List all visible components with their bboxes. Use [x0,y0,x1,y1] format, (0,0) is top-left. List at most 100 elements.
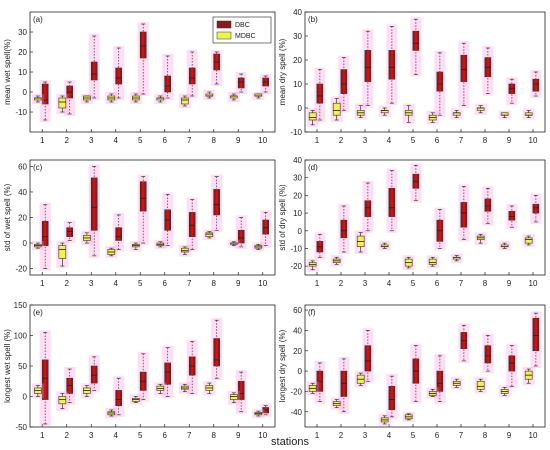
mdbc-box-station-2 [56,391,69,411]
x-tick-label: 7 [459,431,464,440]
box-inner-bar [462,202,466,228]
dbc-box-station-2 [64,367,76,405]
box-inner-bar [486,198,490,212]
x-tick-label: 1 [315,136,320,145]
x-tick-label: 10 [529,279,538,288]
y-tick-label: 20 [293,56,302,65]
mdbc-box-station-5 [402,255,415,270]
y-axis-label: mean wet spell(%) [3,39,12,105]
mdbc-box-station-4 [105,407,118,419]
box-inner-bar [190,212,194,237]
mdbc-box-station-3 [80,230,93,246]
legend-swatch [216,20,232,29]
y-tick-label: 40 [293,326,302,335]
x-tick-label: 5 [411,279,416,288]
mdbc-box-station-10 [252,92,265,100]
y-tick-label: 40 [293,8,302,17]
box-iqr [428,258,437,265]
dbc-box-station-6 [434,207,446,251]
panel-4: -20 -10 0 10 20 30 40 1 2 3 4 5 6 7 8 9 10 (d) std of dry … [278,156,546,288]
dbc-box-station-5 [137,351,149,402]
dbc-box-station-1 [314,67,326,122]
dbc-box-station-2 [338,55,350,113]
x-tick-label: 4 [387,431,392,440]
dbc-box-station-5 [410,343,422,404]
x-tick-label: 4 [114,279,119,288]
box-inner-bar [510,211,514,221]
shared-x-axis-label: stations [271,436,309,448]
mdbc-box-station-5 [402,103,415,125]
dbc-box-station-5 [410,17,422,77]
y-tick-label: 100 [14,332,28,341]
x-tick-label: 6 [435,279,440,288]
mdbc-box-station-8 [474,232,487,246]
x-tick-label: 5 [411,136,416,145]
box-inner-bar [190,68,194,84]
mdbc-box-station-2 [56,94,69,114]
dbc-box-station-3 [88,34,100,100]
y-tick-label: -20 [15,265,27,274]
y-axis-label: longest dry spell (%) [278,329,287,402]
x-tick-label: 2 [339,431,344,440]
y-axis-label: std of wet spell (%) [3,183,12,251]
x-tick-label: 4 [387,279,392,288]
mdbc-box-station-7 [178,382,191,394]
y-tick-label: 0 [298,227,303,236]
mdbc-box-station-1 [31,94,44,104]
x-tick-label: 2 [65,136,70,145]
mdbc-box-station-7 [450,108,463,120]
dbc-box-station-1 [39,202,51,271]
y-axis-label: std of dry spell (%) [278,184,287,251]
dbc-box-station-9 [506,204,518,230]
mdbc-box-station-8 [474,103,487,115]
y-tick-label: 30 [18,28,27,37]
y-tick-label: 30 [293,32,302,41]
x-tick-label: 6 [163,279,168,288]
dbc-box-station-7 [186,197,198,252]
mdbc-box-station-6 [426,387,439,399]
x-tick-label: 7 [187,279,192,288]
dbc-box-station-3 [362,29,374,108]
panel-label: (f) [308,308,316,317]
y-tick-label: -40 [290,408,302,417]
x-tick-label: 7 [187,136,192,145]
mdbc-box-station-7 [450,377,463,390]
dbc-box-station-7 [186,50,198,98]
mdbc-box-station-1 [306,108,319,127]
x-tick-label: 8 [212,279,217,288]
dbc-box-station-10 [260,403,272,417]
y-tick-label: -20 [290,262,302,271]
plot-area [304,159,546,276]
legend-swatch [216,31,232,40]
dbc-box-station-4 [113,212,125,252]
x-tick-label: 1 [40,431,45,440]
box-inner-bar [117,390,120,406]
panel-label: (d) [308,163,318,172]
dbc-box-station-9 [506,77,518,106]
dbc-box-station-6 [434,353,446,404]
box-inner-bar [215,338,218,366]
y-tick-label: 20 [18,214,27,223]
mdbc-box-station-1 [31,241,44,251]
mdbc-box-station-6 [154,382,167,396]
dbc-box-station-7 [186,339,198,396]
panel-label: (a) [33,15,43,24]
dbc-box-station-8 [211,318,223,381]
dbc-box-station-7 [458,41,470,108]
mdbc-box-station-9 [227,239,240,248]
mdbc-box-station-10 [252,409,265,419]
y-tick-label: 60 [293,306,302,315]
panel-label: (b) [308,15,318,24]
x-tick-label: 9 [507,279,512,288]
dbc-box-station-8 [482,46,494,96]
box-inner-bar [366,50,370,82]
box-iqr [181,97,189,105]
mdbc-box-station-7 [178,94,191,108]
dbc-box-station-8 [482,333,494,374]
y-tick-label: -50 [15,423,27,432]
y-tick-label: 0 [298,104,303,113]
dbc-box-station-7 [458,323,470,363]
mdbc-box-station-5 [129,92,142,104]
plot-area [304,304,546,428]
